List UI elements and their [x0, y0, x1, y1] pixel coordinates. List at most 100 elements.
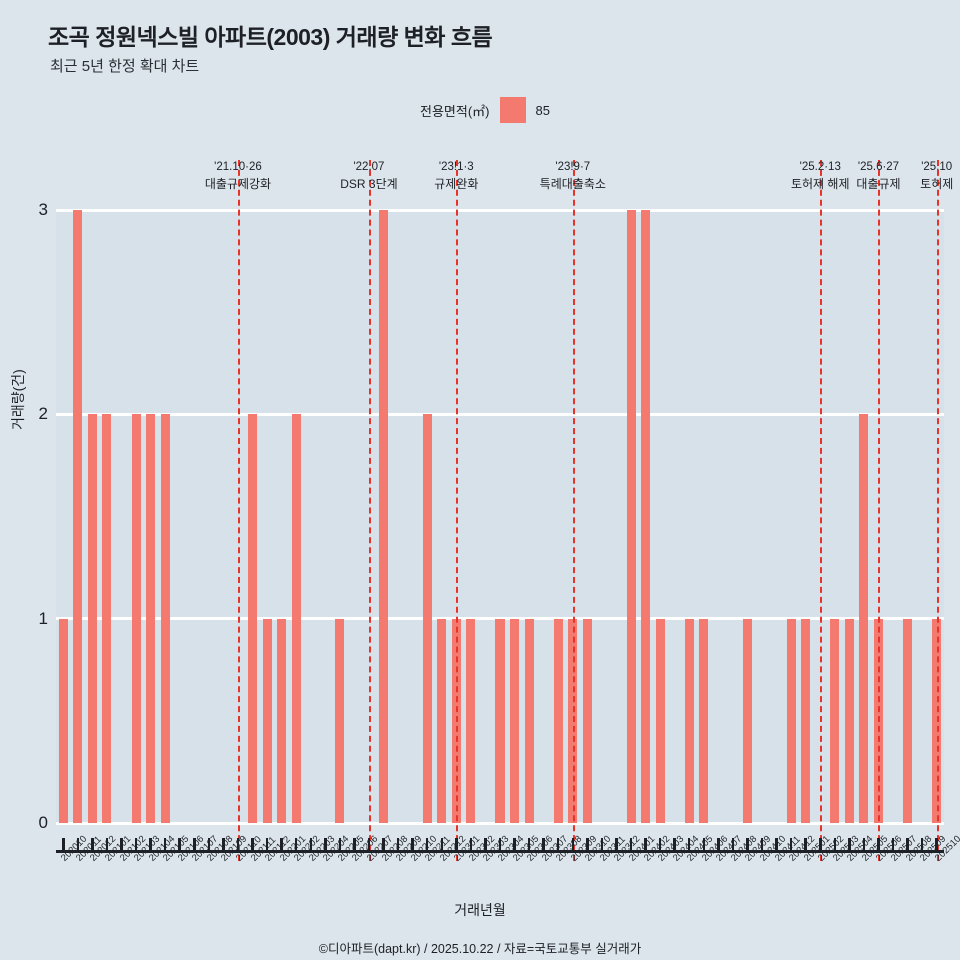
event-text: 대출규제: [856, 176, 901, 191]
bar[interactable]: [553, 618, 563, 823]
x-tick-mark: [498, 838, 502, 851]
x-tick-mark: [891, 838, 895, 851]
x-tick-mark: [338, 838, 342, 851]
event-marker-label: '25.2·13 토허제 해제: [791, 160, 850, 192]
x-tick-mark: [819, 838, 822, 851]
x-tick-mark: [469, 838, 473, 851]
bar[interactable]: [131, 414, 141, 823]
x-tick-mark: [134, 838, 138, 851]
event-date: '21.10·26: [214, 161, 262, 173]
bar[interactable]: [524, 618, 534, 823]
bar[interactable]: [510, 618, 520, 823]
bar[interactable]: [873, 618, 883, 823]
chart-legend: 전용면적(㎡) 85: [420, 97, 550, 123]
x-tick-mark: [294, 838, 298, 851]
event-marker-line: [456, 160, 459, 861]
x-tick-mark: [513, 838, 516, 851]
bar[interactable]: [844, 618, 854, 823]
bar[interactable]: [160, 414, 170, 823]
x-tick-mark: [833, 838, 837, 851]
event-text: 토허제 해제: [790, 176, 850, 191]
x-tick-mark: [120, 838, 123, 851]
x-tick-mark: [542, 838, 545, 851]
event-marker-label: '23!1·3 규제완화: [434, 160, 478, 192]
x-tick-mark: [920, 838, 924, 851]
footer-credit: ©디아파트(dapt.kr) / 2025.10.22 / 자료=국토교통부 실…: [318, 942, 642, 956]
x-tick-mark: [731, 838, 735, 851]
bar[interactable]: [379, 210, 389, 823]
bar[interactable]: [742, 618, 752, 823]
bar[interactable]: [277, 618, 287, 823]
event-date: '25.10: [921, 161, 953, 173]
x-tick-mark: [804, 838, 807, 851]
x-tick-mark: [455, 838, 458, 851]
event-text: 특례대출축소: [539, 176, 606, 191]
bar[interactable]: [248, 414, 258, 823]
bar[interactable]: [102, 414, 112, 823]
x-tick-mark: [484, 838, 487, 851]
bar[interactable]: [582, 618, 592, 823]
bar[interactable]: [87, 414, 97, 823]
bar[interactable]: [641, 210, 651, 823]
x-tick-mark: [193, 838, 196, 851]
x-tick-mark: [556, 838, 560, 851]
x-tick-mark: [382, 838, 385, 851]
bar[interactable]: [859, 414, 869, 823]
bar[interactable]: [568, 618, 578, 823]
bar[interactable]: [830, 618, 840, 823]
x-tick-mark: [789, 838, 793, 851]
bar[interactable]: [262, 618, 272, 823]
legend-series-label: 85: [535, 102, 550, 118]
legend-swatch-icon: [499, 97, 526, 123]
bar[interactable]: [699, 618, 709, 823]
x-tick-mark: [702, 838, 706, 851]
bar[interactable]: [801, 618, 811, 823]
bar[interactable]: [626, 210, 636, 823]
x-tick-mark: [251, 838, 254, 851]
event-marker-line: [368, 160, 371, 861]
x-tick-mark: [906, 838, 909, 851]
event-marker-label: '22.07 DSR 3단계: [340, 160, 397, 192]
x-tick-mark: [615, 838, 618, 851]
bar[interactable]: [786, 618, 796, 823]
bar[interactable]: [335, 618, 345, 823]
event-marker-line: [572, 160, 575, 861]
bar[interactable]: [655, 618, 665, 823]
bar[interactable]: [146, 414, 156, 823]
x-tick-mark: [571, 838, 575, 851]
bar[interactable]: [903, 618, 913, 823]
event-date: '25.2·13: [799, 161, 841, 173]
bar[interactable]: [932, 618, 942, 823]
bar[interactable]: [437, 618, 447, 823]
gridline: [56, 208, 944, 212]
x-axis-rule: [56, 850, 944, 853]
x-tick-mark: [717, 838, 720, 851]
bar[interactable]: [73, 210, 83, 823]
bar[interactable]: [58, 618, 68, 823]
x-tick-mark: [265, 838, 269, 851]
event-marker-label: '25.6·27 대출규제: [856, 160, 900, 192]
x-tick-mark: [367, 838, 371, 851]
bar[interactable]: [495, 618, 505, 823]
gridline: [56, 821, 944, 825]
x-tick-mark: [877, 838, 880, 851]
bar[interactable]: [466, 618, 476, 823]
x-tick-mark: [775, 838, 778, 851]
x-tick-mark: [105, 838, 109, 851]
x-tick-mark: [149, 838, 152, 851]
bar[interactable]: [291, 414, 301, 823]
x-tick-mark: [62, 838, 65, 851]
x-tick-mark: [425, 838, 429, 851]
event-marker-line: [820, 160, 823, 861]
x-tick-mark: [396, 838, 400, 851]
bar[interactable]: [422, 414, 432, 823]
y-tick-label: 0: [38, 813, 48, 832]
legend-title: 전용면적(㎡): [420, 103, 490, 119]
event-text: 토허제: [920, 176, 954, 191]
bar[interactable]: [684, 618, 694, 823]
event-date: '23!9·7: [555, 161, 591, 173]
x-tick-mark: [862, 838, 866, 851]
x-axis-title: 거래년월: [454, 902, 506, 918]
x-tick-mark: [353, 838, 356, 851]
